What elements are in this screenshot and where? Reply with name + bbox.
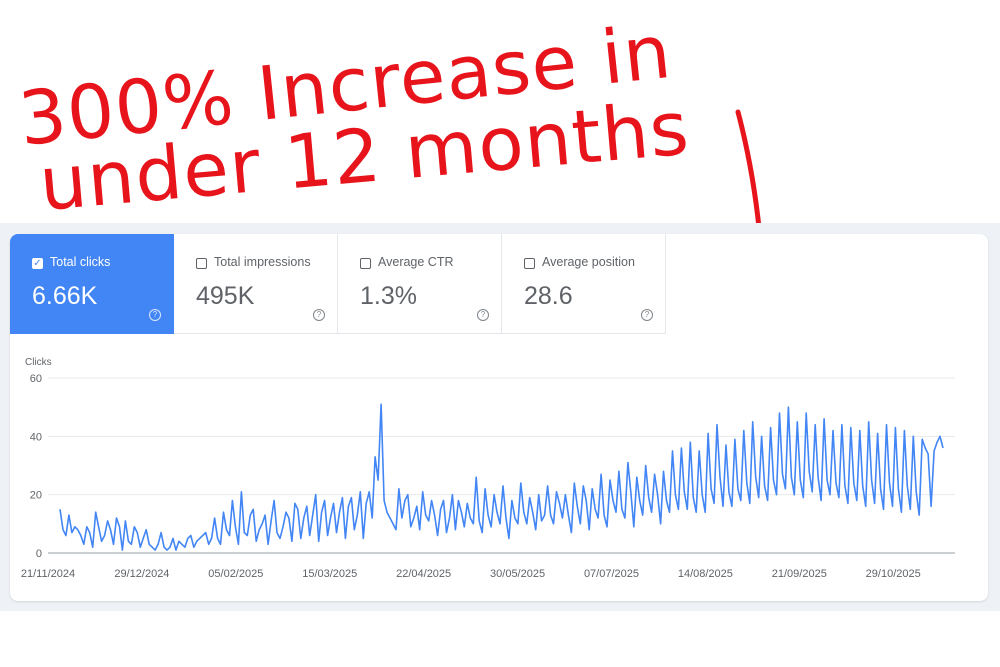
metric-value: 6.66K (32, 282, 98, 310)
clicks-series-line (59, 403, 944, 551)
help-icon[interactable]: ? (477, 309, 489, 321)
x-tick-label: 05/02/2025 (208, 568, 263, 580)
metric-label: Total impressions (214, 255, 311, 269)
x-tick-label: 30/05/2025 (490, 568, 545, 580)
checkbox-checked-icon[interactable]: ✓ (32, 257, 43, 269)
annotation: 300% Increase in under 12 months (15, 9, 762, 230)
performance-card: ✓ Total clicks 6.66K ? Total impressions… (10, 234, 988, 601)
y-tick-label: 0 (36, 548, 42, 560)
x-tick-label: 29/12/2024 (114, 568, 169, 580)
x-tick-label: 07/07/2025 (584, 568, 639, 580)
x-tick-label: 21/11/2024 (21, 568, 75, 580)
metric-label: Average CTR (378, 255, 454, 269)
help-icon[interactable]: ? (641, 309, 653, 321)
x-tick-label: 29/10/2025 (866, 568, 921, 580)
metric-tabs: ✓ Total clicks 6.66K ? Total impressions… (10, 234, 666, 334)
x-tick-label: 15/03/2025 (302, 568, 357, 580)
x-tick-label: 14/08/2025 (678, 568, 733, 580)
metric-total-impressions[interactable]: Total impressions 495K ? (174, 234, 338, 334)
metric-average-ctr[interactable]: Average CTR 1.3% ? (338, 234, 502, 334)
x-tick-label: 22/04/2025 (396, 568, 451, 580)
y-tick-label: 20 (30, 490, 42, 502)
y-axis-title: Clicks (25, 357, 52, 368)
metric-average-position[interactable]: Average position 28.6 ? (502, 234, 666, 334)
metric-value: 28.6 (524, 282, 573, 310)
y-tick-label: 40 (30, 431, 42, 443)
metric-label: Average position (542, 255, 635, 269)
help-icon[interactable]: ? (149, 309, 161, 321)
checkbox-icon[interactable] (196, 258, 207, 269)
metric-label: Total clicks (50, 255, 111, 269)
metric-total-clicks[interactable]: ✓ Total clicks 6.66K ? (10, 234, 174, 334)
annotation-arrow-icon (735, 109, 762, 230)
checkbox-icon[interactable] (524, 258, 535, 269)
help-icon[interactable]: ? (313, 309, 325, 321)
metric-value: 1.3% (360, 282, 417, 310)
metric-value: 495K (196, 282, 255, 310)
clicks-line-chart: Clicks 0 20 40 60 21/11/2024 29/12/2024 05/02/2… (21, 357, 955, 580)
x-tick-label: 21/09/2025 (772, 568, 827, 580)
checkbox-icon[interactable] (360, 258, 371, 269)
y-tick-label: 60 (30, 373, 42, 385)
